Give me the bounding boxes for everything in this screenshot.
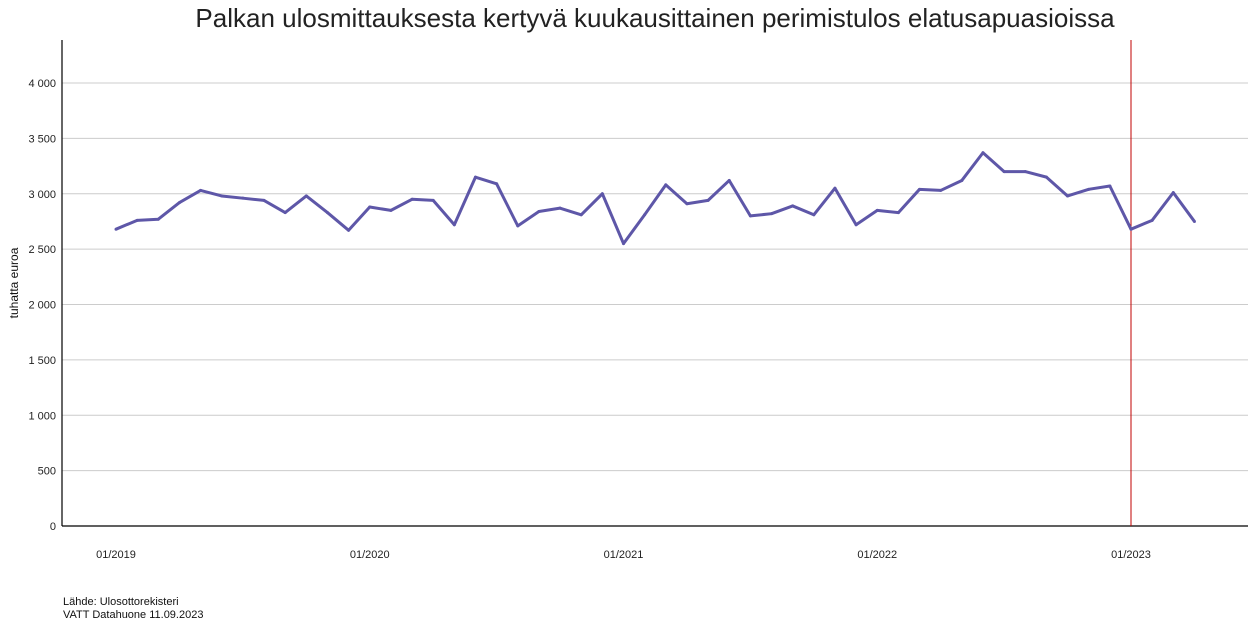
data-point	[114, 227, 118, 231]
data-point	[706, 198, 710, 202]
data-point	[431, 198, 435, 202]
data-point	[960, 178, 964, 182]
data-point	[325, 211, 329, 215]
data-point	[664, 183, 668, 187]
data-point	[283, 211, 287, 215]
x-tick-label: 01/2023	[1111, 549, 1151, 561]
data-point	[685, 202, 689, 206]
data-point	[410, 197, 414, 201]
y-tick-label: 0	[50, 521, 56, 533]
data-point	[896, 211, 900, 215]
data-point	[473, 175, 477, 179]
y-tick-label: 500	[38, 466, 56, 478]
data-point	[241, 196, 245, 200]
source-note: Lähde: Ulosottorekisteri	[63, 596, 179, 608]
x-tick-label: 01/2019	[96, 549, 136, 561]
data-point	[1192, 219, 1196, 223]
data-point	[875, 208, 879, 212]
data-point	[537, 209, 541, 213]
data-point	[262, 198, 266, 202]
data-point	[1002, 170, 1006, 174]
data-point	[1171, 191, 1175, 195]
data-point	[1108, 184, 1112, 188]
data-point	[558, 206, 562, 210]
data-point	[791, 204, 795, 208]
data-point	[939, 188, 943, 192]
data-point	[1129, 227, 1133, 231]
data-point	[1066, 194, 1070, 198]
data-point	[389, 208, 393, 212]
data-point	[643, 213, 647, 217]
data-point	[770, 212, 774, 216]
data-point	[220, 194, 224, 198]
data-point	[622, 242, 625, 246]
series-line	[115, 151, 1196, 246]
data-point	[854, 223, 858, 227]
data-point	[495, 182, 499, 186]
data-point	[1044, 175, 1048, 179]
data-point	[199, 188, 203, 192]
data-point	[918, 187, 922, 191]
y-tick-label: 3 500	[28, 133, 56, 145]
x-tick-label: 01/2021	[604, 549, 644, 561]
data-point	[516, 224, 520, 228]
data-point	[748, 214, 752, 218]
data-point	[156, 217, 160, 221]
data-point	[579, 213, 583, 217]
data-point	[1023, 170, 1027, 174]
y-axis-label: tuhatta euroa	[7, 247, 21, 318]
y-tick-label: 4 000	[28, 78, 56, 90]
y-tick-label: 2 000	[28, 300, 56, 312]
y-tick-label: 1 500	[28, 355, 56, 367]
data-point	[135, 218, 139, 222]
data-point	[812, 213, 816, 217]
data-point	[727, 178, 731, 182]
x-tick-label: 01/2020	[350, 549, 390, 561]
data-point	[452, 223, 456, 227]
data-point	[600, 192, 604, 196]
data-point	[368, 205, 372, 209]
data-point	[833, 186, 837, 190]
data-point	[177, 201, 181, 205]
x-tick-label: 01/2022	[857, 549, 897, 561]
y-tick-label: 2 500	[28, 244, 56, 256]
data-point	[347, 228, 351, 232]
data-point	[1150, 218, 1154, 222]
data-point	[981, 151, 985, 155]
credit-note: VATT Datahuone 11.09.2023	[63, 609, 204, 621]
y-tick-label: 1 000	[28, 410, 56, 422]
data-point	[1087, 187, 1091, 191]
chart-title: Palkan ulosmittauksesta kertyvä kuukausi…	[195, 3, 1115, 33]
data-point	[304, 194, 308, 198]
y-tick-label: 3 000	[28, 189, 56, 201]
